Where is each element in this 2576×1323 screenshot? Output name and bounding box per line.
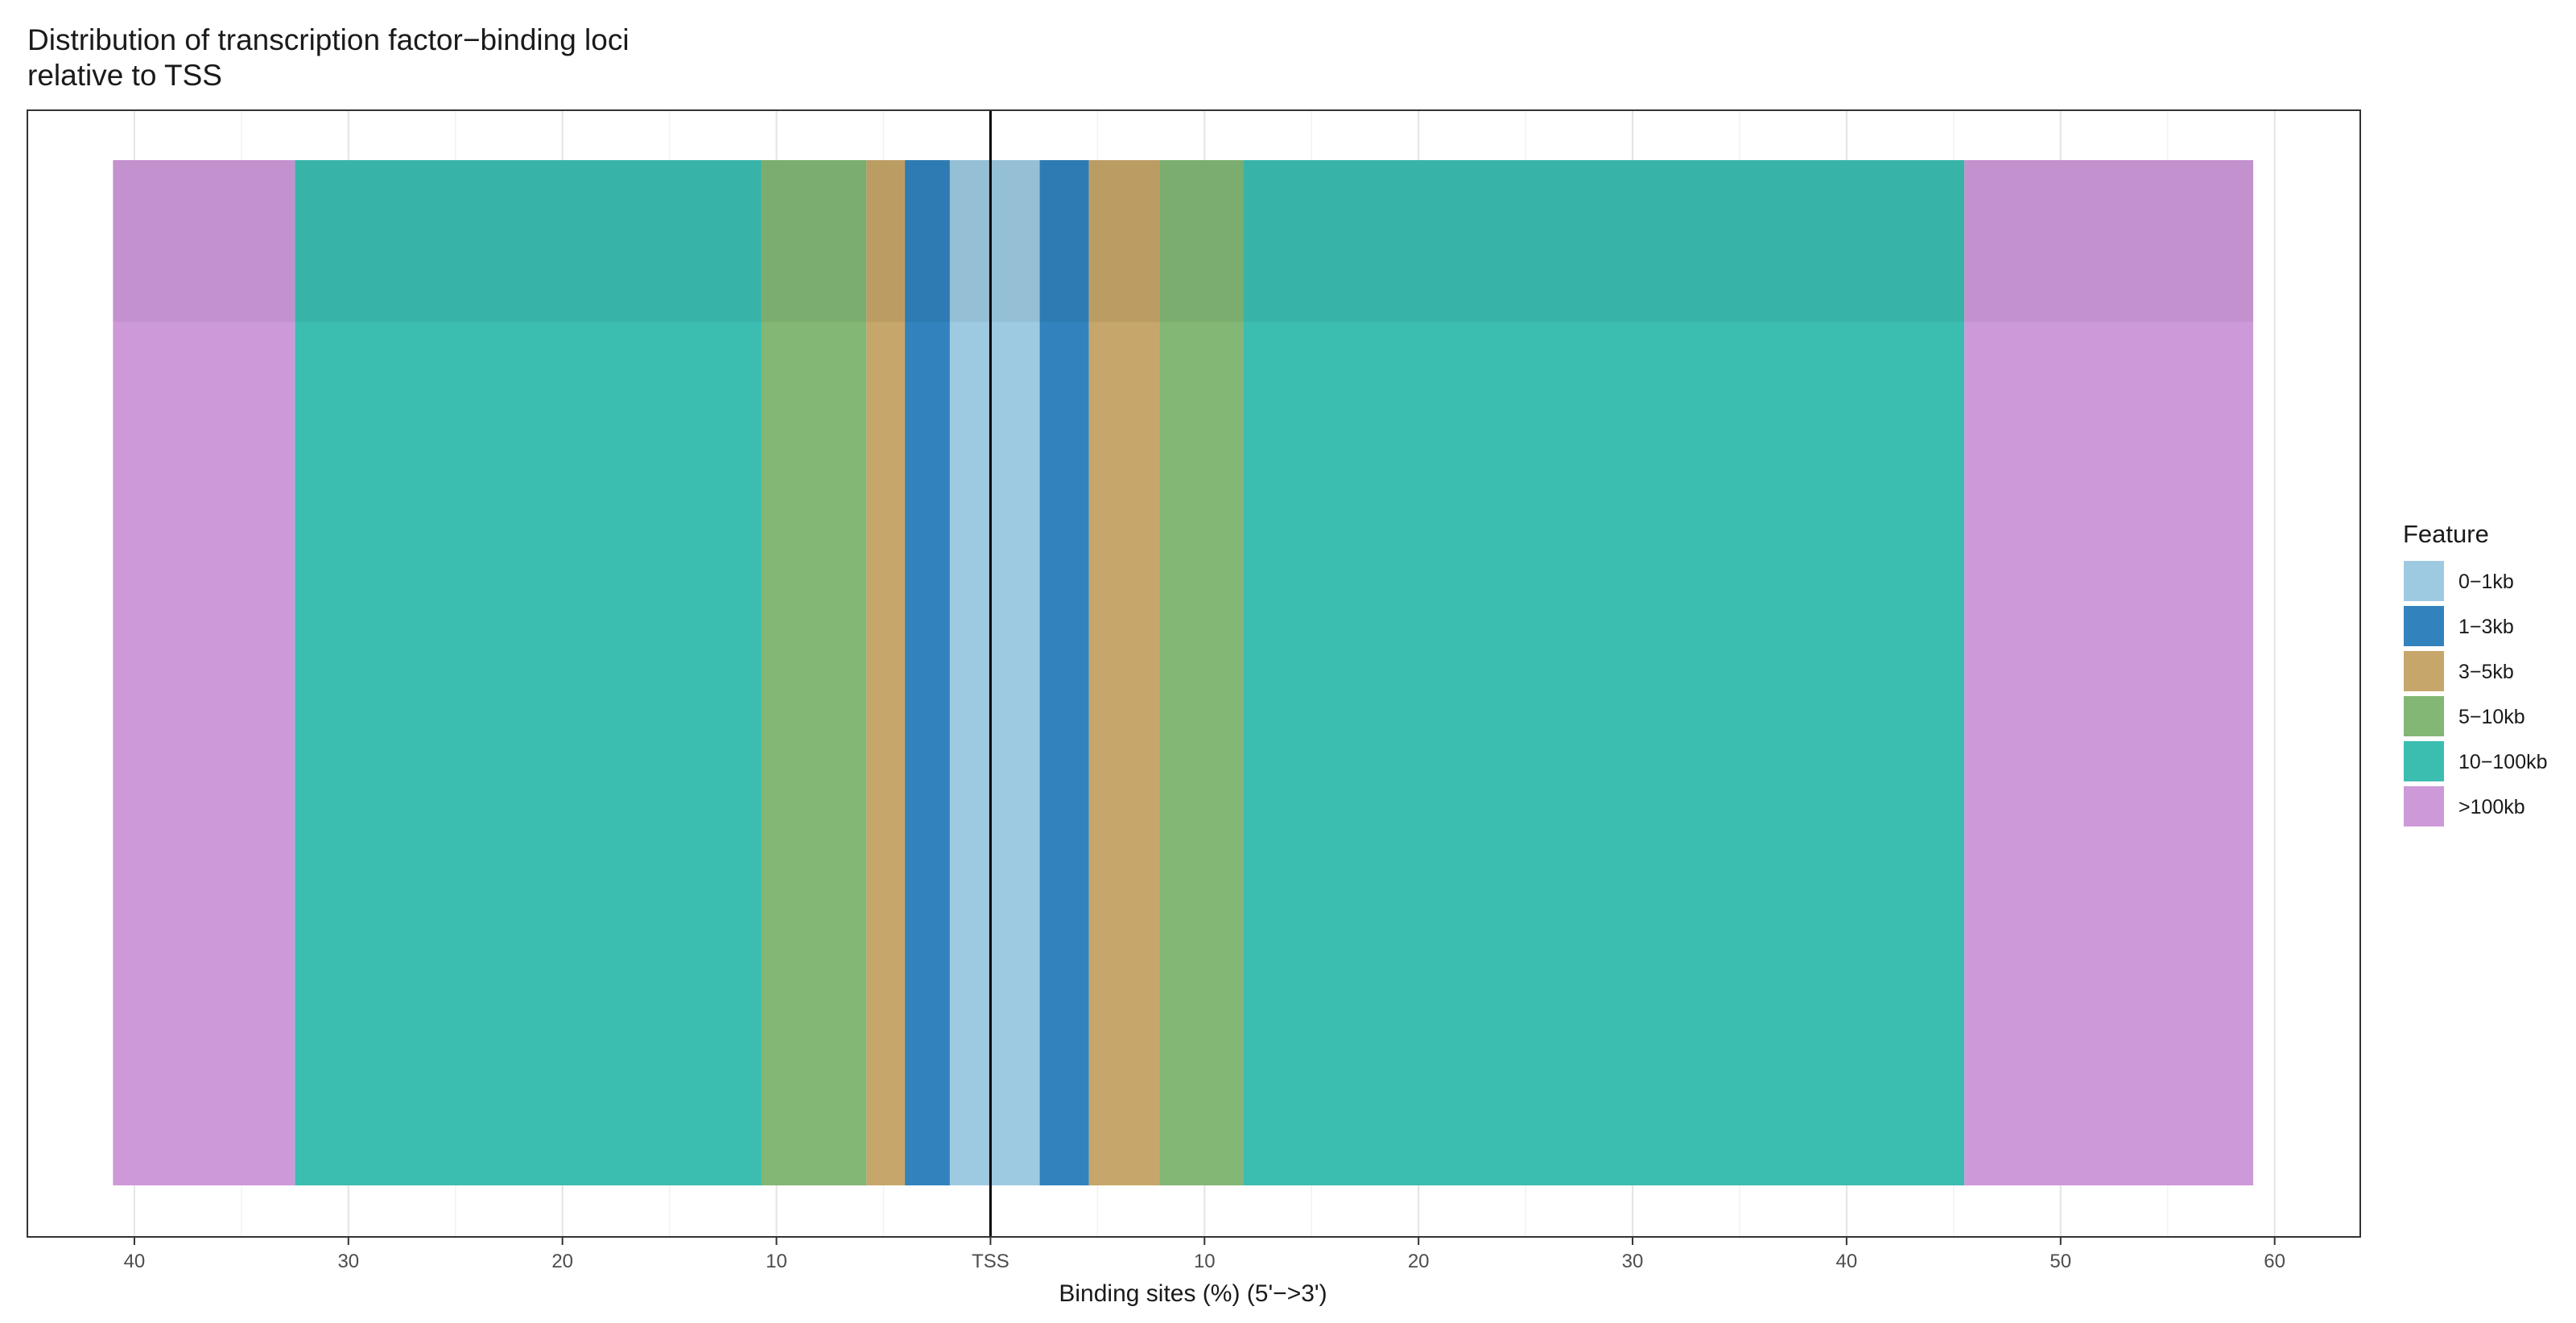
legend-title: Feature [2403,520,2489,548]
legend-key-label: 3−5kb [2458,661,2514,683]
bar-upstream-100kb [113,160,295,1185]
bar-downstream-10-100kb [1243,160,1965,1185]
bar-upstream-10-100kb-shade [295,160,762,322]
legend-key-swatch [2404,561,2444,601]
x-tick-label: 50 [2050,1251,2071,1272]
x-tick-label: 10 [1194,1251,1216,1272]
bar-upstream-5-10kb [761,160,867,1185]
bar-upstream-3-5kb-shade [866,160,906,322]
x-tick-label: 20 [1408,1251,1430,1272]
x-tick-label: 40 [1836,1251,1858,1272]
bars-layer [113,160,2254,1185]
chart-title-line-2: relative to TSS [27,59,222,92]
bar-downstream-0-1kb-shade [990,160,1040,322]
legend-key-swatch [2404,606,2444,646]
x-tick-label: 20 [551,1251,573,1272]
bar-downstream-100kb-shade [1964,160,2254,322]
bar-downstream-3-5kb-shade [1088,160,1160,322]
legend-key-label: 5−10kb [2458,706,2525,728]
bar-upstream-1-3kb [905,160,950,1185]
x-tick-label: 10 [766,1251,787,1272]
bar-downstream-0-1kb [990,160,1040,1185]
x-axis: 40 30 20 10 TSS 10 20 30 40 50 60 [124,1237,2285,1272]
bar-upstream-3-5kb [866,160,906,1185]
legend-key-label: 0−1kb [2458,571,2514,593]
legend: Feature 0−1kb 1−3kb 3−5kb 5−10kb 10−100kb >10… [2403,520,2548,826]
legend-key-swatch [2404,786,2444,826]
legend-key-label: 10−100kb [2458,751,2548,773]
bar-upstream-5-10kb-shade [761,160,867,322]
bar-downstream-5-10kb-shade [1159,160,1244,322]
bar-upstream-100kb-shade [113,160,295,322]
legend-key-label: >100kb [2458,796,2525,818]
panel-border [27,109,2361,1238]
bar-downstream-1-3kb-shade [1039,160,1089,322]
bar-downstream-100kb [1964,160,2254,1185]
bar-upstream-1-3kb-shade [905,160,950,322]
x-tick-label: 30 [1622,1251,1644,1272]
x-tick-label: 60 [2264,1251,2285,1272]
legend-key-swatch [2404,651,2444,691]
legend-key-label: 1−3kb [2458,616,2514,638]
legend-items: 0−1kb 1−3kb 3−5kb 5−10kb 10−100kb >100kb [2404,561,2548,826]
x-tick-label: TSS [972,1251,1009,1272]
chart-title-line-1: Distribution of transcription factor−bin… [27,23,630,56]
bar-upstream-0-1kb-shade [949,160,991,322]
bar-upstream-10-100kb [295,160,762,1185]
bar-downstream-3-5kb [1088,160,1160,1185]
bar-downstream-1-3kb [1039,160,1089,1185]
x-tick-label: 40 [124,1251,146,1272]
bar-downstream-10-100kb-shade [1243,160,1965,322]
x-tick-label: 30 [337,1251,359,1272]
bar-downstream-5-10kb [1159,160,1244,1185]
x-axis-title: Binding sites (%) (5'−>3') [1059,1280,1327,1307]
legend-key-swatch [2404,696,2444,736]
chart-title: Distribution of transcription factor−bin… [27,23,630,92]
legend-key-swatch [2404,741,2444,781]
bar-upstream-0-1kb [949,160,991,1185]
